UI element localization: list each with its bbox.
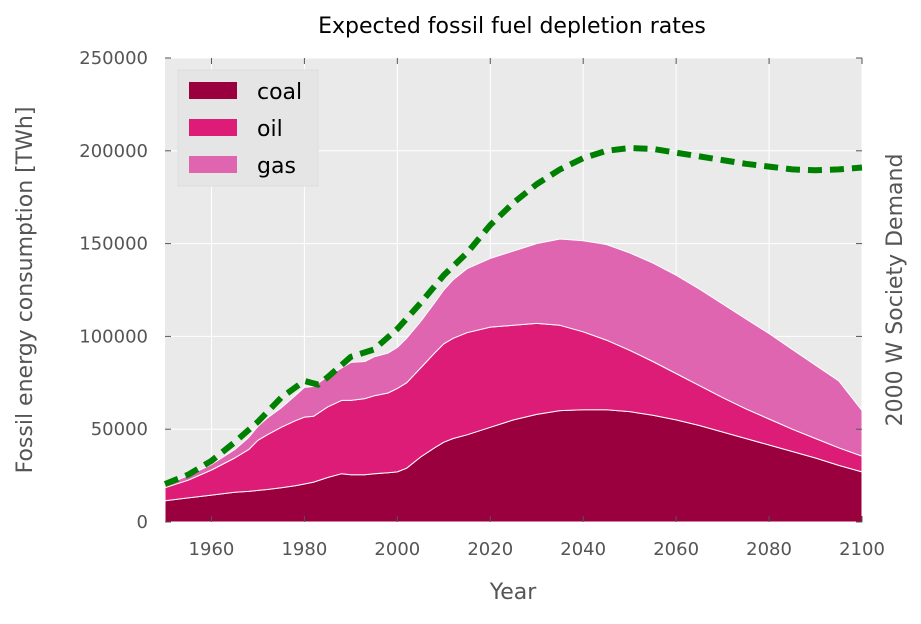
chart-title: Expected fossil fuel depletion rates	[318, 14, 706, 39]
y-axis-label: Fossil energy consumption [TWh]	[13, 107, 38, 474]
stacked-areas	[164, 238, 863, 523]
x-tick-label: 2000	[374, 539, 420, 560]
x-tick-label: 2080	[746, 539, 792, 560]
area-gas	[164, 238, 863, 489]
x-tick-label: 2020	[467, 539, 513, 560]
x-tick-label: 2040	[560, 539, 606, 560]
x-axis-label: Year	[489, 580, 538, 605]
demand-line-group	[163, 145, 863, 487]
legend-label-gas: gas	[257, 154, 296, 179]
legend-swatch-gas	[189, 156, 237, 173]
axes: 1960 1980 2000 2020 2040 2060 2080 2100 0 50000 10…	[79, 48, 885, 560]
x-tick-label: 1960	[189, 539, 235, 560]
y-tick-label: 150000	[79, 234, 148, 255]
x-tick-label: 2100	[839, 539, 885, 560]
legend-swatch-oil	[189, 119, 237, 136]
legend-label-oil: oil	[257, 117, 283, 142]
legend-swatch-coal	[189, 82, 237, 99]
x-tick-label: 1980	[281, 539, 327, 560]
x-tick-label: 2060	[653, 539, 699, 560]
y-tick-label: 200000	[79, 141, 148, 162]
y-tick-label: 50000	[91, 419, 148, 440]
legend-label-coal: coal	[257, 80, 302, 105]
legend: coal oil gas	[177, 69, 319, 187]
y-tick-label: 250000	[79, 48, 148, 69]
y-tick-label: 0	[137, 512, 148, 533]
demand-line	[163, 145, 863, 487]
right-axis-label: 2000 W Society Demand	[883, 154, 908, 427]
y-tick-label: 100000	[79, 326, 148, 347]
